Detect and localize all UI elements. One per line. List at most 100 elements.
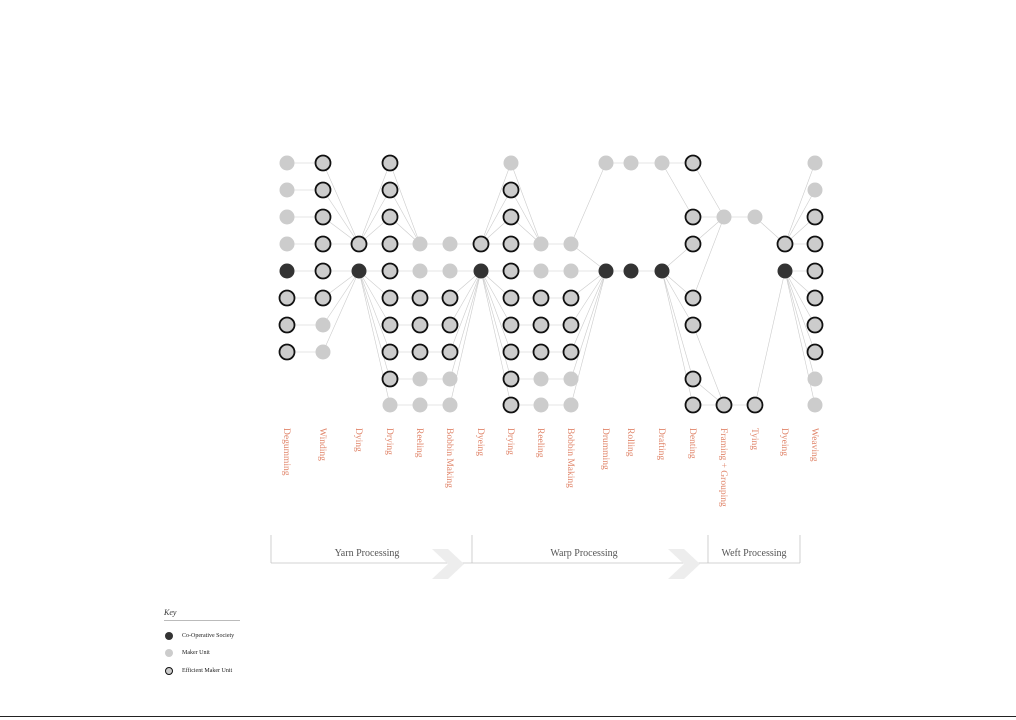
connection-line [754,270,786,406]
maker-unit-node [315,317,331,333]
efficient-maker-unit-node [502,370,520,388]
connection-line [570,270,607,406]
efficient-maker-unit-node [684,289,702,307]
maker-unit-node [279,182,295,198]
stage-label: Bobbin Making [565,428,575,488]
maker-unit-icon [165,649,173,658]
efficient-maker-unit-node [411,289,429,307]
efficient-maker-unit-node [381,181,399,199]
stage-labels: Degumming Winding Dying Drying Reeling Bobbin… [281,428,819,507]
chevron-arrow-icon [668,549,700,579]
efficient-maker-unit-node [776,235,794,253]
efficient-maker-unit-node [806,343,824,361]
connection-line [784,270,816,326]
stage-label: Reeling [414,428,424,458]
connection-line [389,189,421,245]
stage-label: Weaving [809,428,819,462]
stage-label: Dyeing [779,428,789,456]
efficient-maker-unit-node [502,262,520,280]
efficient-maker-unit-node [314,235,332,253]
efficient-maker-unit-node [806,316,824,334]
efficient-maker-unit-node [411,343,429,361]
legend-item-efficient-maker-unit: Efficient Maker Unit [164,662,254,680]
efficient-maker-unit-node [314,262,332,280]
connection-line [692,162,725,218]
maker-unit-node [412,263,428,279]
co-operative-society-node [279,263,295,279]
connection-line [570,270,607,353]
efficient-maker-unit-node [806,262,824,280]
maker-unit-node [807,397,823,413]
maker-unit-node [563,371,579,387]
stage-label: Framing + Grouping [718,428,728,507]
connection-line [784,162,816,245]
efficient-maker-unit-node [381,316,399,334]
maker-unit-node [442,263,458,279]
legend-label: Maker Unit [182,650,210,657]
connection-line [358,162,391,245]
stage-label: Degumming [281,428,291,476]
connection-line [784,270,816,380]
maker-unit-node [279,236,295,252]
efficient-maker-unit-node [314,154,332,172]
connection-lines [287,162,816,406]
stage-label: Denting [687,428,697,459]
legend-label: Efficient Maker Unit [182,667,233,674]
maker-unit-node [412,371,428,387]
efficient-maker-unit-node [502,289,520,307]
efficient-maker-unit-node [746,396,764,414]
maker-unit-node [442,371,458,387]
unit-nodes [278,154,824,414]
efficient-maker-unit-node [684,154,702,172]
efficient-maker-unit-node [441,343,459,361]
connection-line [692,216,725,299]
efficient-maker-unit-node [381,289,399,307]
connection-line [692,324,725,406]
efficient-maker-unit-node [381,235,399,253]
maker-unit-node [533,371,549,387]
maker-unit-node [807,155,823,171]
connection-line [322,270,360,326]
stage-label: Dyeing [475,428,485,456]
efficient-maker-unit-node [278,289,296,307]
efficient-maker-unit-node [684,370,702,388]
co-operative-society-node [598,263,614,279]
maker-unit-node [533,397,549,413]
connection-line [510,189,542,245]
legend-title: Key [164,608,177,617]
efficient-maker-unit-node [381,208,399,226]
co-operative-society-icon [165,631,173,640]
connection-line [322,270,360,353]
efficient-maker-unit-node [381,154,399,172]
stage-label: Drying [505,428,515,455]
stage-label: Winding [317,428,327,461]
maker-unit-node [533,263,549,279]
connection-line [480,189,512,245]
efficient-maker-unit-node [381,370,399,388]
efficient-maker-unit-node [532,289,550,307]
efficient-maker-unit-node [502,396,520,414]
maker-unit-node [563,236,579,252]
stage-label: Reeling [535,428,545,458]
stage-label: Tying [749,428,759,450]
maker-unit-node [315,344,331,360]
efficient-maker-unit-node [278,343,296,361]
efficient-maker-unit-node [684,235,702,253]
phase-label: Weft Processing [721,548,786,559]
connection-line [784,189,816,245]
efficient-maker-unit-node [562,316,580,334]
maker-unit-node [382,397,398,413]
legend-item-co-operative-society: Co-Operative Society [164,627,254,645]
efficient-maker-unit-node [532,343,550,361]
efficient-maker-unit-node [502,343,520,361]
maker-unit-node [716,209,732,225]
phase-label: Warp Processing [550,548,617,559]
page-bottom-rule [0,716,1016,717]
efficient-maker-unit-icon [165,666,173,675]
efficient-maker-unit-node [806,289,824,307]
efficient-maker-unit-node [441,316,459,334]
efficient-maker-unit-node [278,316,296,334]
efficient-maker-unit-node [381,343,399,361]
efficient-maker-unit-node [806,235,824,253]
